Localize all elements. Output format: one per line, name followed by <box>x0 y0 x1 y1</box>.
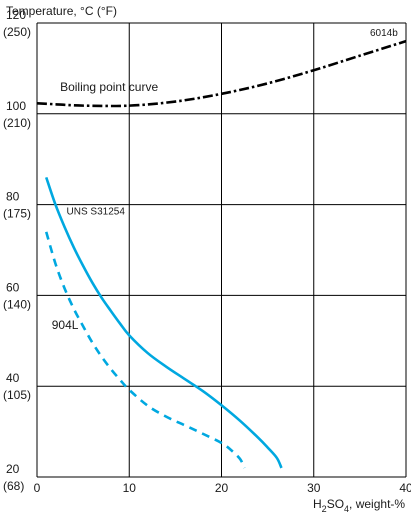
y-tick-label-40: 40 <box>6 371 20 385</box>
annotation-904l: 904L <box>52 318 79 332</box>
x-tick-label-0: 0 <box>34 481 41 495</box>
y-tick-label-80: 80 <box>6 190 20 204</box>
x-tick-labels: 0 10 20 30 40 <box>34 481 411 495</box>
x-tick-label-40: 40 <box>399 481 411 495</box>
y-tick-label-20: 20 <box>6 462 20 476</box>
grid <box>36 22 407 478</box>
y-tick-label-f-100: (210) <box>3 116 31 130</box>
x-tick-label-20: 20 <box>215 481 229 495</box>
annotations: Boiling point curve UNS S31254 904L <box>52 80 159 332</box>
series-line-904l <box>44 231 246 469</box>
y-tick-label-f-20: (68) <box>3 479 24 493</box>
annotation-boiling-point-curve: Boiling point curve <box>60 80 158 94</box>
y-tick-labels: 120 (250) 100 (210) 80 (175) 60 (140) 40 (105) 20 (… <box>3 8 31 493</box>
y-tick-label-f-40: (105) <box>3 388 31 402</box>
y-tick-label-100: 100 <box>6 99 26 113</box>
y-tick-label-f-80: (175) <box>3 207 31 221</box>
y-tick-label-120: 120 <box>6 8 26 22</box>
series-lines <box>36 39 407 469</box>
y-tick-label-f-120: (250) <box>3 25 31 39</box>
x-tick-label-30: 30 <box>307 481 321 495</box>
y-tick-label-f-60: (140) <box>3 297 31 311</box>
annotation-uns-s31254: UNS S31254 <box>67 207 126 218</box>
y-tick-label-60: 60 <box>6 280 20 294</box>
x-tick-label-10: 10 <box>123 481 137 495</box>
y-axis-title: Temperature, °C (°F) <box>6 4 117 18</box>
series-line-boiling-point-curve <box>36 39 407 108</box>
figure-code: 6014b <box>370 28 398 39</box>
series-line-uns-s31254 <box>44 176 283 469</box>
x-axis-title: H2SO4, weight-% <box>313 497 405 514</box>
